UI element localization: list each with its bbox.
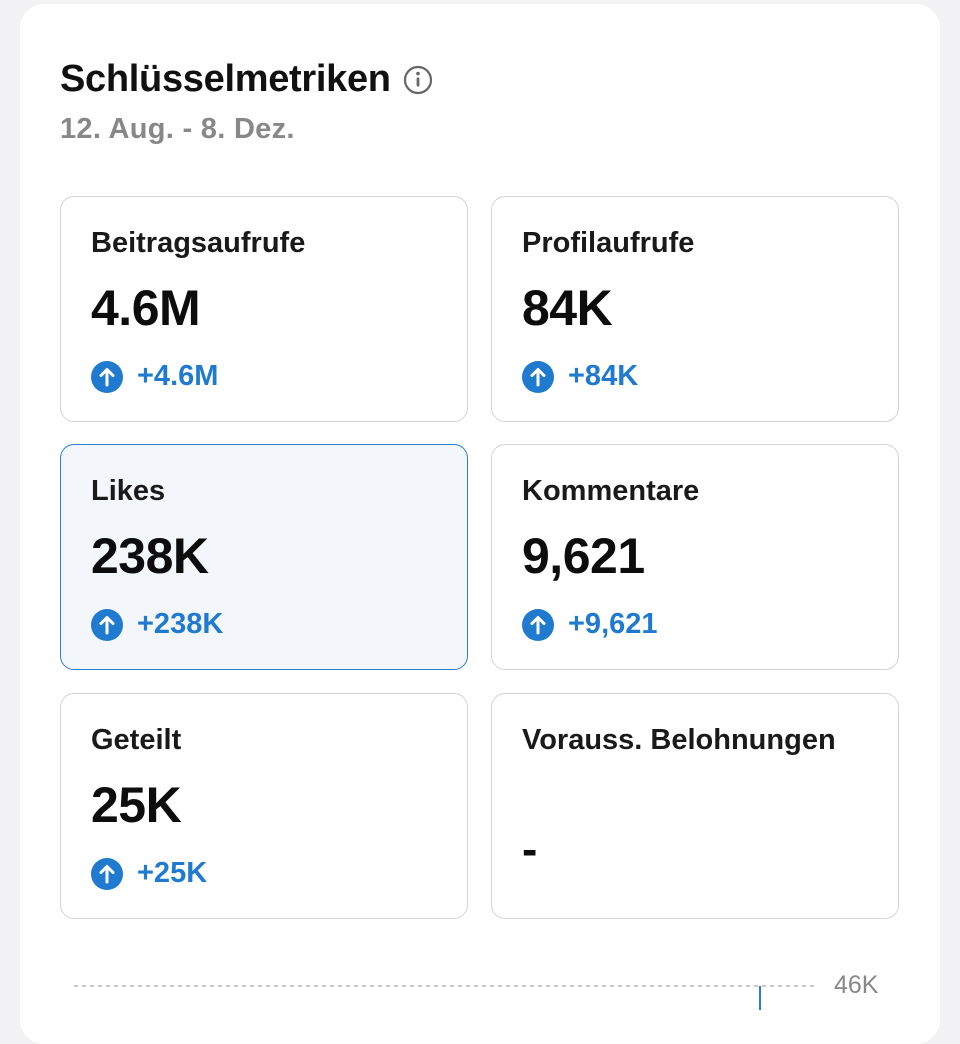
metric-card-kommentare[interactable]: Kommentare 9,621 +9,621 (491, 444, 899, 670)
metric-delta-value: +9,621 (568, 608, 658, 640)
metric-label: Likes (91, 475, 166, 507)
metric-value: - (522, 823, 537, 875)
panel-title: Schlüsselmetriken (60, 58, 391, 100)
metric-delta-value: +84K (568, 360, 639, 392)
date-range: 12. Aug. - 8. Dez. (60, 113, 295, 145)
metric-card-geteilt[interactable]: Geteilt 25K +25K (60, 693, 468, 919)
arrow-up-circle-icon (91, 608, 123, 641)
metric-label: Kommentare (522, 475, 700, 507)
metric-label: Geteilt (91, 724, 182, 756)
metric-label: Profilaufrufe (522, 227, 695, 259)
chart-y-tick-label: 46K (834, 971, 879, 999)
metric-delta-value: +25K (137, 857, 208, 889)
metric-label: Vorauss. Belohnungen (522, 724, 836, 756)
metric-value: 238K (91, 528, 209, 584)
metric-label: Beitragsaufrufe (91, 227, 306, 259)
arrow-up-circle-icon (91, 857, 123, 890)
metric-value: 25K (91, 777, 182, 833)
metric-card-beitragsaufrufe[interactable]: Beitragsaufrufe 4.6M +4.6M (60, 196, 468, 422)
arrow-up-circle-icon (522, 360, 554, 393)
metric-delta-value: +4.6M (137, 360, 219, 392)
metric-card-profilaufrufe[interactable]: Profilaufrufe 84K +84K (491, 196, 899, 422)
arrow-up-circle-icon (522, 608, 554, 641)
metric-delta: +84K (522, 360, 638, 393)
metric-delta: +9,621 (522, 608, 658, 641)
metric-delta-value: +238K (137, 608, 224, 640)
metric-delta: +238K (91, 608, 223, 641)
arrow-up-circle-icon (91, 360, 123, 393)
info-circle-icon[interactable] (403, 65, 433, 95)
metric-value: 84K (522, 280, 613, 336)
metric-value: 4.6M (91, 280, 201, 336)
metric-value: 9,621 (522, 528, 645, 584)
metric-chart: 46K (0, 960, 960, 1010)
metric-delta: +25K (91, 857, 207, 890)
panel-header: Schlüsselmetriken (60, 58, 433, 101)
metric-card-likes[interactable]: Likes 238K +238K (60, 444, 468, 670)
metric-delta: +4.6M (91, 360, 218, 393)
metric-card-vorauss-belohnungen[interactable]: Vorauss. Belohnungen - (491, 693, 899, 919)
chart-gridline-top (74, 985, 818, 1010)
